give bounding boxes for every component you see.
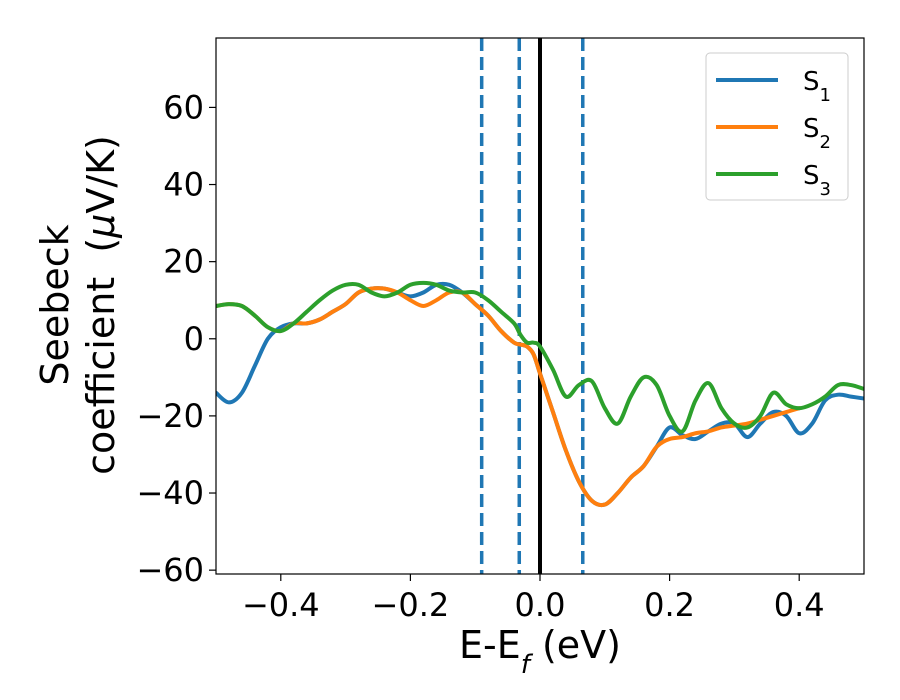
- y-tick-label: −20: [136, 397, 204, 435]
- legend-label-s2: S2: [803, 114, 831, 153]
- series-lines: [216, 280, 864, 508]
- y-tick-label: 0: [184, 320, 204, 358]
- x-tick-label: 0.2: [644, 586, 695, 624]
- x-tick-label: −0.4: [242, 586, 320, 624]
- y-axis-title-prefix: coefficient (: [79, 238, 123, 475]
- y-axis-ticks: −60 −40 −20 0 20 40 60: [136, 88, 216, 589]
- y-tick-label: −40: [136, 474, 204, 512]
- y-axis-title-mu: μ: [79, 214, 123, 239]
- y-tick-label: 40: [163, 166, 204, 204]
- legend: S1 S2 S3: [705, 52, 849, 201]
- y-axis-title: Seebeck coefficient (μV/K): [33, 135, 123, 475]
- series-line-s2: [216, 286, 802, 508]
- x-axis-title-unit: (eV): [530, 623, 621, 667]
- x-axis-title: E-Ef (eV): [459, 623, 621, 680]
- y-tick-label: 60: [163, 88, 204, 126]
- legend-label-s3: S3: [803, 161, 831, 200]
- series-line-s3: [216, 280, 864, 434]
- x-tick-label: 0.0: [515, 586, 566, 624]
- y-tick-label: 20: [163, 243, 204, 281]
- legend-label-s1: S1: [803, 67, 831, 106]
- x-axis-title-main: E-E: [459, 623, 521, 667]
- x-tick-label: 0.4: [774, 586, 825, 624]
- x-axis-ticks: −0.4 −0.2 0.0 0.2 0.4: [242, 574, 825, 624]
- y-axis-title-line2: coefficient (μV/K): [79, 135, 123, 475]
- y-axis-title-unit: V/K): [79, 135, 123, 214]
- y-tick-label: −60: [136, 551, 204, 589]
- y-axis-title-line1: Seebeck: [33, 224, 77, 385]
- x-tick-label: −0.2: [372, 586, 450, 624]
